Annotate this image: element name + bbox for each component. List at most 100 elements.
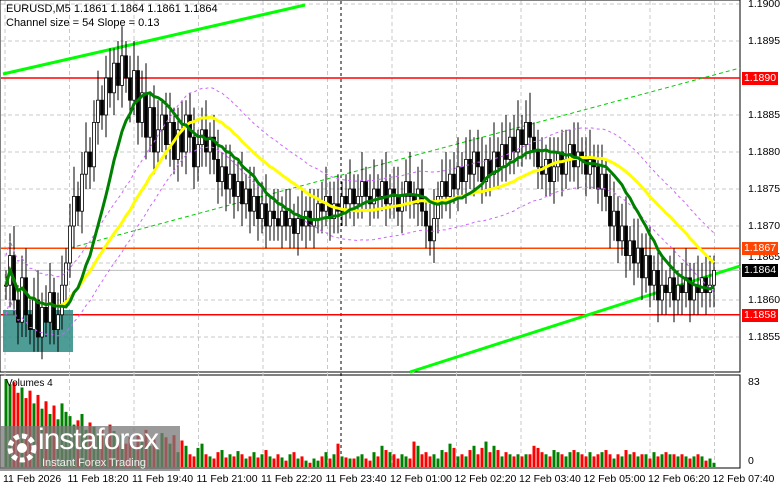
candle-body — [356, 195, 360, 205]
volume-bar — [424, 452, 428, 467]
candle-body — [448, 173, 452, 197]
candle-body — [300, 218, 304, 227]
volume-bar — [432, 454, 436, 467]
price-level-tag: 1.1864 — [742, 264, 778, 278]
candle-body — [220, 166, 224, 183]
volume-bar — [256, 457, 260, 467]
candle-body — [596, 166, 600, 190]
volume-bar — [552, 450, 556, 467]
volume-bar — [368, 460, 372, 467]
candle-body — [108, 77, 112, 94]
candle-body — [680, 284, 684, 294]
candle-body — [424, 210, 428, 227]
candle-body — [32, 299, 36, 331]
volume-bar — [576, 452, 580, 467]
volume-bar — [320, 456, 324, 467]
volume-bar — [340, 456, 344, 467]
candle-body — [628, 240, 632, 257]
volume-bar — [184, 445, 188, 467]
volume-bar — [476, 454, 480, 467]
volume-bar — [652, 452, 656, 467]
volume-bar — [556, 452, 560, 467]
volume-bar — [580, 454, 584, 467]
volume-bar — [344, 457, 348, 467]
volume-bar — [308, 462, 312, 467]
volume-bar — [220, 450, 224, 467]
candle-body — [68, 225, 72, 264]
candle-body — [676, 284, 680, 301]
volume-bar — [708, 458, 712, 467]
volume-bar — [196, 447, 200, 467]
candle-body — [212, 136, 216, 160]
candle-body — [340, 195, 344, 212]
candle-body — [268, 210, 272, 227]
volume-bar — [540, 452, 544, 467]
candle-body — [160, 114, 164, 131]
candle-body — [588, 158, 592, 175]
time-tick: 12 Feb 01:00 — [390, 473, 452, 485]
time-tick: 12 Feb 07:40 — [712, 473, 775, 485]
volume-bar — [516, 454, 520, 467]
volume-bar — [472, 445, 476, 467]
price-level-tag: 1.1867 — [742, 242, 778, 256]
candle-body — [436, 195, 440, 219]
volume-bar — [468, 450, 472, 467]
instaforex-logo: instaforex Instant Forex Trading — [0, 423, 180, 471]
candle-body — [404, 181, 408, 197]
volume-bar — [696, 454, 700, 467]
logo-brand: instaforex — [38, 423, 159, 456]
volume-bar — [632, 452, 636, 467]
candle-body — [248, 188, 252, 212]
candle-body — [476, 151, 480, 168]
volume-bar — [404, 456, 408, 467]
volume-bar — [364, 458, 368, 467]
candle-body — [428, 225, 432, 242]
price-tick: 1.1875 — [748, 183, 781, 195]
volume-bar — [644, 454, 648, 467]
volume-bar — [300, 456, 304, 467]
volume-bar — [504, 452, 508, 467]
candle-body — [636, 247, 640, 264]
candle-body — [96, 99, 100, 123]
volume-bar — [648, 458, 652, 467]
candle-body — [88, 151, 92, 168]
volume-bar — [480, 447, 484, 467]
candle-body — [164, 114, 168, 146]
volume-bar — [544, 454, 548, 467]
volume-bar — [204, 454, 208, 467]
candle-body — [624, 225, 628, 257]
volume-bar — [524, 454, 528, 467]
price-tick: 1.1870 — [748, 220, 781, 232]
candle-body — [132, 70, 136, 101]
candle-body — [296, 218, 300, 234]
volume-bar — [356, 456, 360, 467]
logo-gear-icon — [7, 433, 37, 463]
volume-bar — [304, 460, 308, 467]
volume-bar — [440, 450, 444, 467]
volume-bar — [12, 382, 16, 467]
volume-bar — [216, 452, 220, 467]
volume-bar — [640, 454, 644, 467]
volume-bar — [332, 454, 336, 467]
volume-bar — [596, 454, 600, 467]
volume-bar — [376, 456, 380, 467]
volume-bar — [512, 456, 516, 467]
volume-bar — [692, 456, 696, 467]
volume-bar — [232, 456, 236, 467]
candle-body — [408, 181, 412, 197]
price-tick: 1.1860 — [748, 294, 781, 306]
candle-body — [440, 181, 444, 197]
volume-bar — [704, 460, 708, 467]
volume-bar — [536, 447, 540, 467]
candle-body — [652, 269, 656, 286]
candle-body — [92, 122, 96, 168]
candle-body — [360, 181, 364, 197]
volume-bar — [360, 454, 364, 467]
volume-bar — [412, 441, 416, 467]
candle-body — [264, 203, 268, 227]
volume-bar — [348, 458, 352, 467]
time-tick: 12 Feb 05:00 — [583, 473, 646, 485]
volume-bar — [676, 456, 680, 467]
candle-body — [192, 136, 196, 168]
